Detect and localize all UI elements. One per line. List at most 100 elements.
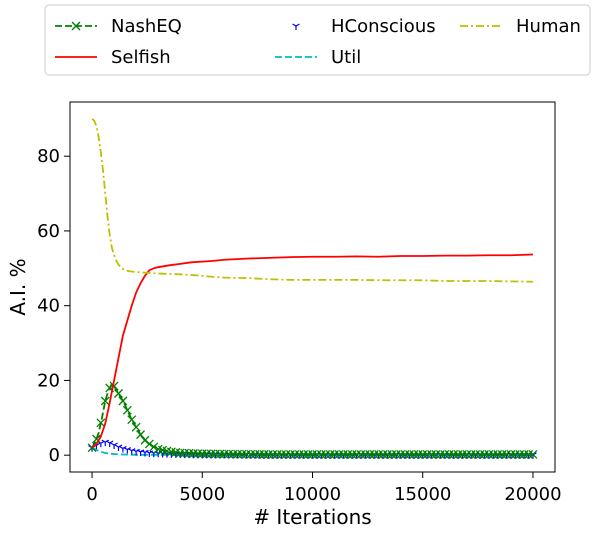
point-nasheq (502, 449, 511, 459)
point-hconscious (119, 445, 127, 453)
point-nasheq (431, 449, 441, 459)
y-axis-label: A.I. % (6, 258, 30, 315)
legend-entry-util: Util (275, 47, 361, 68)
point-nasheq (515, 449, 525, 459)
point-nasheq (118, 396, 128, 406)
point-nasheq (96, 418, 106, 428)
y-tick-label: 20 (37, 370, 60, 391)
point-nasheq (330, 449, 340, 459)
point-nasheq (290, 449, 300, 459)
point-hconscious (123, 447, 132, 454)
point-nasheq (131, 422, 141, 432)
point-nasheq (374, 449, 384, 459)
legend-marker (71, 21, 81, 31)
legend-entry-human: Human (460, 16, 581, 37)
point-hconscious (127, 448, 136, 455)
point-nasheq (462, 449, 472, 459)
point-hconscious (114, 444, 123, 451)
point-nasheq (453, 449, 463, 459)
x-tick-label: 0 (86, 484, 97, 505)
point-nasheq (285, 449, 295, 459)
x-tick-label: 15000 (394, 484, 451, 505)
point-nasheq (488, 449, 498, 459)
point-nasheq (528, 449, 538, 459)
legend: NashEQ Selfish HConscious Util Human (44, 4, 591, 76)
point-nasheq (400, 449, 410, 459)
y-tick-label: 60 (37, 221, 60, 242)
point-nasheq (524, 449, 534, 459)
point-nasheq (449, 449, 459, 459)
plot-frame (69, 101, 556, 473)
point-nasheq (466, 449, 476, 459)
point-nasheq (427, 449, 437, 459)
point-nasheq (263, 449, 273, 459)
point-nasheq (391, 449, 401, 459)
point-nasheq (308, 449, 317, 459)
point-nasheq (352, 449, 362, 459)
y-axis: 0 20 40 60 80 (37, 146, 70, 466)
y-tick-label: 40 (37, 296, 60, 317)
series-human (91, 118, 533, 283)
point-nasheq (91, 434, 101, 444)
point-nasheq (334, 449, 344, 459)
point-nasheq (360, 449, 370, 459)
point-nasheq (413, 449, 423, 459)
x-axis: 0 5000 10000 15000 20000 (86, 472, 562, 505)
point-nasheq (325, 449, 335, 459)
point-hconscious (110, 442, 118, 449)
point-nasheq (144, 439, 154, 449)
point-nasheq (471, 449, 481, 459)
point-nasheq (136, 430, 146, 440)
point-hconscious (105, 440, 114, 447)
point-nasheq (506, 449, 516, 459)
point-nasheq (312, 449, 322, 459)
point-nasheq (409, 449, 419, 459)
point-nasheq (321, 449, 331, 459)
legend-label: Selfish (111, 47, 171, 68)
y-tick-label: 80 (37, 146, 60, 167)
x-tick-label: 10000 (284, 484, 341, 505)
legend-label: HConscious (331, 16, 436, 37)
legend-label: NashEQ (111, 16, 182, 37)
point-nasheq (475, 449, 485, 459)
point-nasheq (114, 389, 123, 398)
legend-entry-selfish: Selfish (55, 47, 171, 68)
point-nasheq (343, 449, 353, 459)
series-line-selfish (91, 253, 533, 449)
point-nasheq (493, 449, 503, 459)
point-nasheq (109, 381, 119, 391)
series-nasheq (87, 381, 538, 459)
point-nasheq (378, 449, 388, 459)
point-nasheq (122, 405, 132, 415)
point-nasheq (303, 449, 313, 459)
point-nasheq (149, 442, 159, 452)
point-nasheq (338, 449, 348, 459)
point-nasheq (484, 449, 494, 459)
point-nasheq (422, 449, 432, 459)
point-nasheq (299, 449, 309, 459)
point-nasheq (519, 449, 529, 459)
legend-label: Util (331, 47, 361, 68)
point-nasheq (294, 449, 304, 459)
point-nasheq (369, 449, 379, 459)
point-nasheq (510, 449, 520, 459)
point-nasheq (444, 449, 454, 459)
point-nasheq (100, 396, 110, 406)
point-nasheq (281, 449, 291, 459)
x-tick-label: 20000 (504, 484, 561, 505)
point-hconscious (101, 439, 110, 447)
point-nasheq (435, 449, 445, 459)
legend-entry-nasheq: NashEQ (55, 16, 182, 37)
legend-marker (292, 23, 300, 30)
legend-label: Human (516, 16, 581, 37)
point-nasheq (387, 449, 397, 459)
legend-box (44, 4, 591, 76)
point-nasheq (356, 449, 366, 459)
series-line-human (91, 118, 533, 283)
y-tick-label: 0 (49, 445, 60, 466)
point-nasheq (277, 449, 287, 459)
legend-entry-hconscious: HConscious (292, 16, 436, 37)
point-nasheq (440, 449, 450, 459)
point-nasheq (418, 449, 428, 459)
point-nasheq (479, 449, 489, 459)
